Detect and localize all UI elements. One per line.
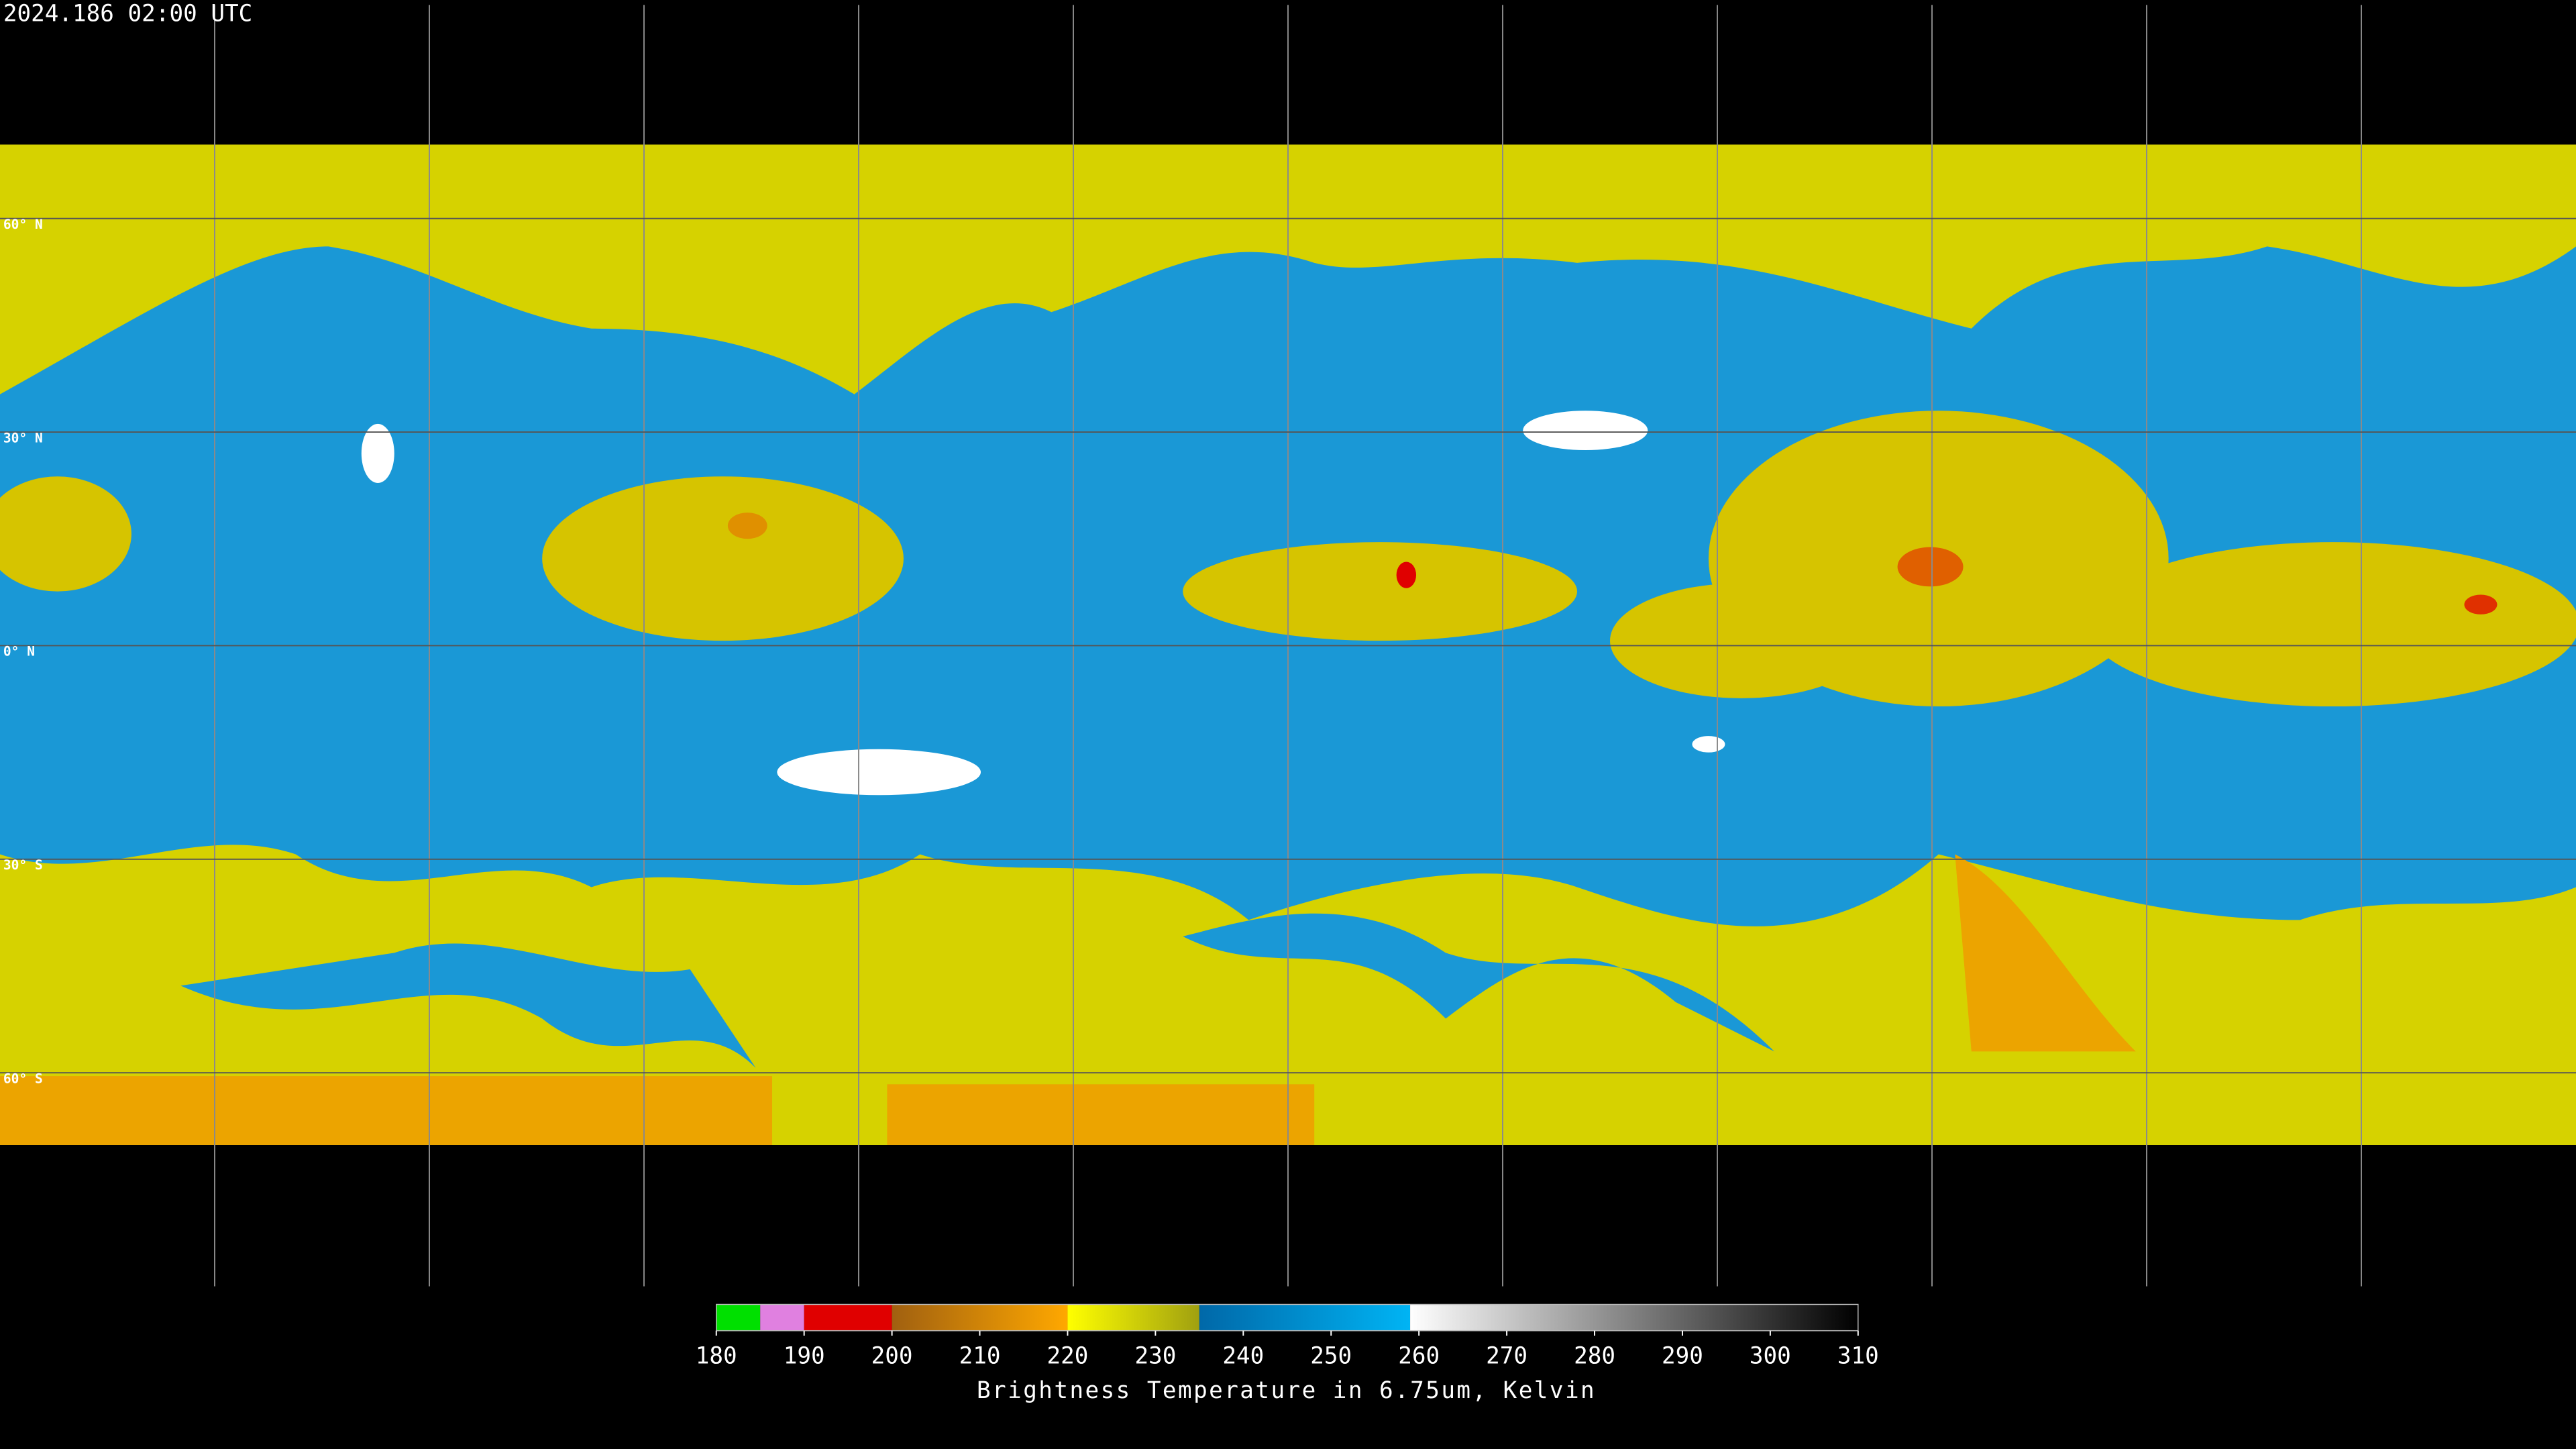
cold-band [887,1084,1315,1145]
colorbar-segment [804,1304,892,1331]
convection [1610,583,1873,698]
latitude-label: 30° N [3,430,43,445]
colorbar-segment [760,1304,804,1331]
colorbar-segment [716,1304,761,1331]
colorbar-tick-label: 310 [1837,1342,1879,1369]
colorbar-tick-label: 240 [1222,1342,1264,1369]
warm-patch [777,749,981,796]
colorbar-tick-label: 270 [1486,1342,1527,1369]
colorbar-segment [892,1304,1068,1331]
convection [2086,542,2576,707]
latitude-label: 0° N [3,644,35,659]
colorbar-tick-label: 230 [1134,1342,1176,1369]
convection [0,476,131,592]
latitude-label: 30° S [3,857,43,873]
colorbar-segment [1410,1304,1858,1331]
timestamp: 2024.186 02:00 UTC [3,1,252,28]
warm-patch [361,423,394,483]
colorbar-tick-label: 180 [696,1342,737,1369]
cold-cloud [1396,561,1417,588]
warm-patch [1692,736,1725,753]
cold-cloud [2464,594,2498,614]
colorbar-tick-label: 280 [1574,1342,1615,1369]
colorbar-tick-label: 190 [784,1342,825,1369]
colorbar-tick-label: 300 [1750,1342,1791,1369]
colorbar-tick-label: 250 [1310,1342,1352,1369]
colorbar-tick-label: 220 [1047,1342,1089,1369]
warm-patch [1523,411,1648,451]
cold-band [0,1076,773,1145]
convection [1183,542,1578,641]
graticule: 60° N 30° N 0° N 30° S 60° S [0,5,2576,1287]
colorbar-tick-label: 200 [871,1342,913,1369]
colorbar-segment [1067,1304,1199,1331]
dry-slot [1183,913,1774,1052]
colorbar-tick-label: 210 [959,1342,1001,1369]
cold-cloud [1897,547,1964,587]
colorbar-tick-label: 290 [1662,1342,1703,1369]
dry-slot [180,943,756,1068]
latitude-label: 60° N [3,217,43,232]
colorbar-segment [1199,1304,1411,1331]
colorbar-frame [716,1303,1859,1332]
cold-cloud [727,513,767,539]
latitude-label: 60° S [3,1071,43,1086]
colorbar: 180 190 200 210 220 230 240 250 260 270 280 290 300 3… [696,1303,1879,1369]
colorbar-tick-label: 260 [1398,1342,1440,1369]
colorbar-label: Brightness Temperature in 6.75um, Kelvin [977,1377,1596,1404]
convection [542,476,904,641]
cold-band [1955,854,2136,1052]
